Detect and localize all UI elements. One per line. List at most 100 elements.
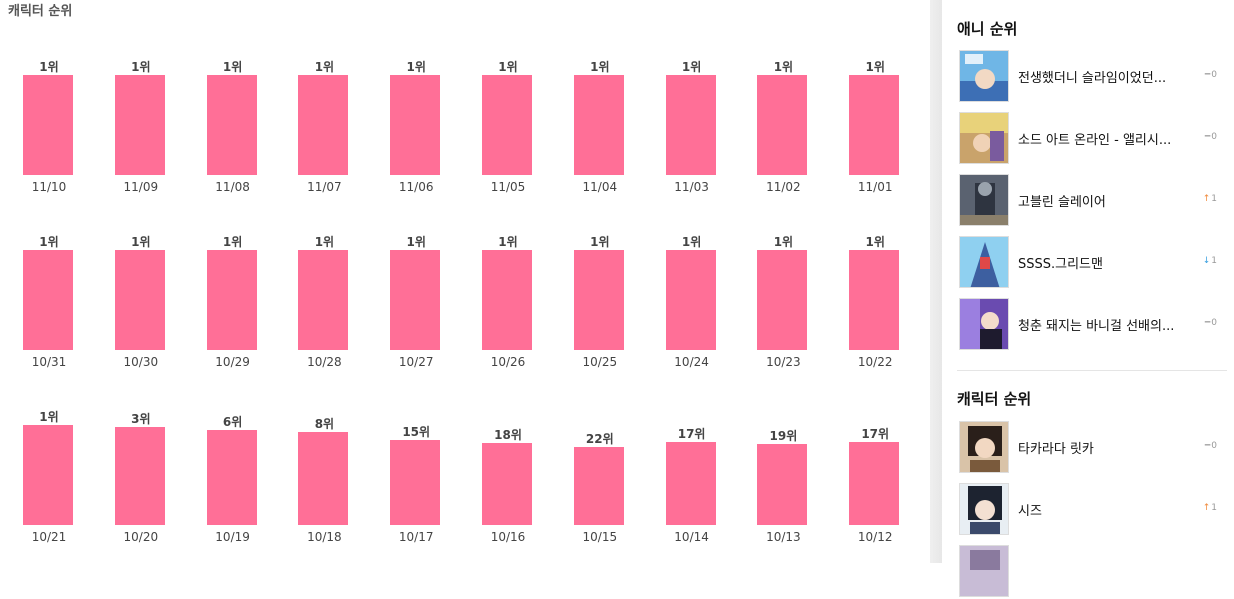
- bar[interactable]: [573, 75, 624, 175]
- character-rank-item[interactable]: 타카라다 릿카 ━ 0: [959, 421, 1217, 475]
- bar-rank-label: 1위: [39, 235, 59, 249]
- bar[interactable]: [573, 447, 624, 525]
- bar[interactable]: [114, 250, 165, 350]
- anime-title[interactable]: 소드 아트 온라인 - 앨리시...: [1018, 133, 1172, 148]
- bar-column: 1위 11/03: [665, 55, 718, 194]
- character-thumbnail[interactable]: [959, 421, 1009, 473]
- bar-rank-label: 15위: [402, 424, 431, 439]
- bar[interactable]: [23, 250, 73, 350]
- bar-rank-label: 1위: [131, 60, 151, 74]
- bar-rank-label: 1위: [590, 235, 610, 249]
- bar-rank-label: 18위: [494, 427, 522, 442]
- bar-date-label: 10/27: [398, 355, 434, 369]
- bar[interactable]: [482, 75, 532, 175]
- character-thumbnail[interactable]: [959, 483, 1009, 535]
- bar-column: 1위 10/26: [482, 230, 534, 369]
- bar-rank-label: 1위: [498, 60, 518, 74]
- bar-column: 18위 10/16: [482, 405, 534, 544]
- bar-rank-label: 1위: [314, 60, 335, 74]
- bar-date-label: 10/18: [307, 530, 342, 544]
- bar-rank-label: 1위: [773, 235, 794, 249]
- bar-date-label: 10/25: [582, 355, 618, 369]
- rank-change: ↓ 1: [1202, 256, 1217, 266]
- anime-thumbnail[interactable]: [959, 174, 1009, 226]
- bar[interactable]: [114, 427, 165, 525]
- bar-date-label: 10/22: [857, 355, 893, 369]
- character-rank-item[interactable]: [959, 545, 1217, 599]
- anime-rank-heading: 애니 순위: [957, 20, 1018, 38]
- chart-row: 1위 10/31 1위 10/30 1위 10/29 1위 10/28 1위 10/27 1위 10/…: [0, 230, 930, 369]
- bar-date-label: 10/13: [766, 530, 801, 544]
- bar[interactable]: [482, 442, 532, 525]
- anime-rank-item[interactable]: 전생했더니 슬라임이었던... ━ 0: [959, 50, 1217, 104]
- character-thumbnail[interactable]: [959, 545, 1009, 597]
- bar[interactable]: [298, 75, 349, 175]
- bar-date-label: 11/05: [490, 180, 526, 194]
- bar-rank-label: 1위: [39, 60, 59, 74]
- bar[interactable]: [390, 250, 441, 350]
- bar[interactable]: [665, 250, 716, 350]
- anime-title[interactable]: 청춘 돼지는 바니걸 선배의...: [1018, 319, 1175, 334]
- bar-rank-label: 1위: [498, 235, 518, 249]
- bar-date-label: 11/06: [398, 180, 434, 194]
- arrow-up-icon: ↑: [1202, 194, 1211, 204]
- bar-column: 22위 10/15: [573, 405, 626, 544]
- bar[interactable]: [206, 250, 257, 350]
- bar-rank-label: 1위: [681, 235, 702, 249]
- bar-date-label: 11/04: [582, 180, 618, 194]
- bar-rank-label: 17위: [677, 426, 706, 441]
- bar-date-label: 10/24: [674, 355, 709, 369]
- anime-thumbnail[interactable]: [959, 50, 1009, 102]
- bar[interactable]: [298, 250, 349, 350]
- bar[interactable]: [206, 430, 257, 525]
- bar[interactable]: [23, 75, 73, 175]
- arrow-up-icon: ↑: [1202, 503, 1211, 513]
- bar[interactable]: [482, 250, 532, 350]
- rank-change: ↑ 1: [1202, 503, 1217, 513]
- anime-thumbnail[interactable]: [959, 236, 1009, 288]
- bar-column: 8위 10/18: [298, 405, 350, 544]
- anime-title[interactable]: SSSS.그리드맨: [1018, 257, 1103, 272]
- bar-column: 1위 10/23: [757, 230, 809, 369]
- bar-rank-label: 1위: [590, 60, 610, 74]
- bar[interactable]: [757, 250, 808, 350]
- bar-date-label: 10/16: [490, 530, 526, 544]
- bar[interactable]: [849, 250, 900, 350]
- anime-rank-item[interactable]: 소드 아트 온라인 - 앨리시... ━ 0: [959, 112, 1217, 166]
- sidebar-divider: [957, 370, 1227, 371]
- character-name[interactable]: 타카라다 릿카: [1018, 442, 1094, 457]
- bar[interactable]: [206, 75, 257, 175]
- bar-column: 1위 10/30: [114, 230, 167, 369]
- bar-column: 3위 10/20: [114, 405, 167, 544]
- anime-rank-item[interactable]: SSSS.그리드맨 ↓ 1: [959, 236, 1217, 290]
- bar[interactable]: [23, 425, 73, 525]
- anime-rank-item[interactable]: 고블린 슬레이어 ↑ 1: [959, 174, 1217, 228]
- bar[interactable]: [757, 75, 808, 175]
- bar[interactable]: [573, 250, 624, 350]
- bar-date-label: 10/31: [31, 355, 67, 369]
- bar[interactable]: [849, 441, 900, 525]
- bar[interactable]: [114, 75, 165, 175]
- bar-column: 1위 10/31: [23, 230, 75, 369]
- anime-thumbnail[interactable]: [959, 298, 1009, 350]
- anime-title[interactable]: 전생했더니 슬라임이었던...: [1018, 71, 1167, 86]
- bar-rank-label: 1위: [406, 60, 426, 74]
- bar[interactable]: [665, 75, 716, 175]
- bar[interactable]: [390, 75, 441, 175]
- bar-date-label: 10/26: [490, 355, 526, 369]
- anime-rank-item[interactable]: 청춘 돼지는 바니걸 선배의... ━ 0: [959, 298, 1217, 352]
- dash-icon: ━: [1204, 132, 1211, 142]
- bar-date-label: 10/30: [123, 355, 159, 369]
- bar[interactable]: [757, 443, 808, 525]
- bar[interactable]: [298, 432, 349, 525]
- anime-title[interactable]: 고블린 슬레이어: [1018, 195, 1106, 210]
- character-rank-item[interactable]: 시즈 ↑ 1: [959, 483, 1217, 537]
- character-name[interactable]: 시즈: [1018, 504, 1042, 519]
- bar-column: 1위 11/08: [206, 55, 259, 194]
- bar[interactable]: [849, 75, 900, 175]
- bar[interactable]: [665, 441, 716, 525]
- bar-column: 1위 10/25: [573, 230, 626, 369]
- chart-row: 1위 11/10 1위 11/09 1위 11/08 1위 11/07 1위 11/06 1위 11/…: [0, 55, 930, 194]
- bar[interactable]: [390, 439, 441, 525]
- anime-thumbnail[interactable]: [959, 112, 1009, 164]
